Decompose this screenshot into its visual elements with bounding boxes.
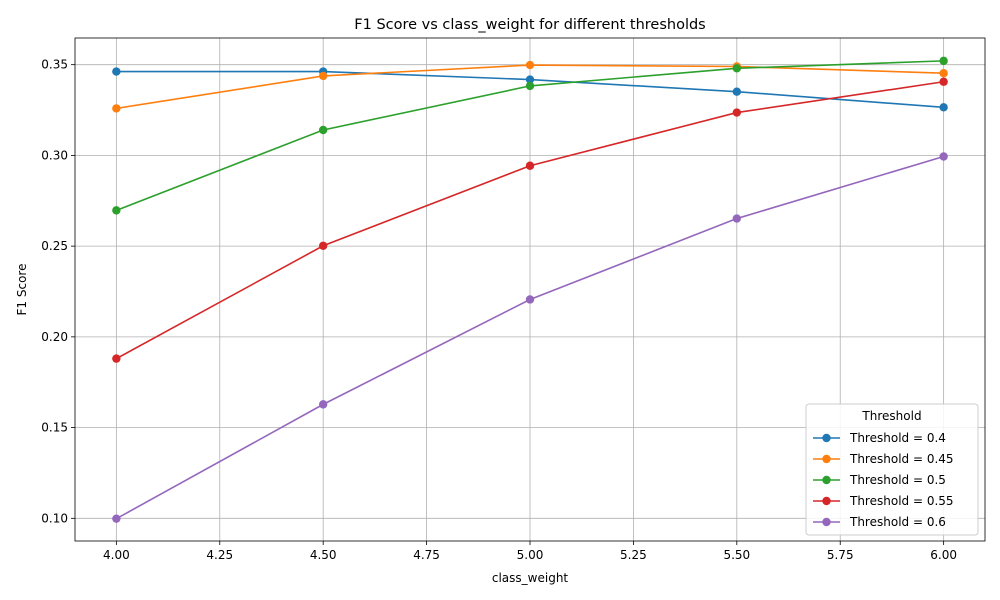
y-tick-label: 0.35 [41,58,68,72]
legend-marker [822,454,831,464]
y-tick-label: 0.10 [41,511,68,525]
x-axis-ticks: 4.00 4.25 4.50 4.75 5.00 5.25 5.50 5.75 6.00 [103,541,957,562]
legend-title: Threshold [861,409,921,423]
y-tick-label: 0.30 [41,148,68,162]
data-point [112,67,121,76]
x-tick-label: 5.75 [827,548,854,562]
data-point [112,354,121,363]
legend-label: Threshold = 0.4 [849,431,946,445]
data-point [318,241,328,250]
y-axis-label: F1 Score [15,264,29,316]
legend: Threshold Threshold = 0.4 Threshold = 0.4… [805,403,979,536]
x-tick-label: 5.25 [620,548,647,562]
series-layer [112,56,948,523]
legend-label: Threshold = 0.5 [849,473,946,487]
legend-label: Threshold = 0.55 [849,494,954,508]
x-tick-label: 5.00 [517,548,544,562]
data-point [732,87,742,96]
legend-marker [822,475,831,485]
y-tick-label: 0.25 [41,239,68,253]
data-point [525,60,535,70]
x-axis-label: class_weight [492,571,569,585]
y-axis-ticks: 0.10 0.15 0.20 0.25 0.30 0.35 [41,58,75,525]
data-point [732,64,742,73]
legend-entry: Threshold = 0.6 [813,515,946,529]
x-tick-label: 4.50 [310,548,337,562]
y-tick-label: 0.20 [41,330,68,344]
legend-marker [822,496,831,506]
data-point [112,104,121,113]
series-5 [112,152,948,523]
data-point [112,514,121,523]
x-tick-label: 4.75 [413,548,440,562]
legend-entry: Threshold = 0.45 [813,452,954,466]
x-tick-label: 4.00 [103,548,130,562]
data-point [732,108,742,117]
legend-box [805,403,979,536]
legend-label: Threshold = 0.6 [849,515,946,529]
x-tick-label: 4.25 [206,548,233,562]
data-point [939,69,948,78]
data-point [732,214,742,223]
data-point [939,77,948,86]
x-tick-label: 5.50 [723,548,750,562]
data-point [318,400,328,409]
series-3 [112,56,948,215]
data-point [112,206,121,215]
legend-entry: Threshold = 0.55 [813,494,954,508]
data-point [939,56,948,66]
legend-label: Threshold = 0.45 [849,452,954,466]
legend-marker [822,433,831,443]
data-point [525,161,535,170]
x-tick-label: 6.00 [930,548,957,562]
series-4 [112,77,948,363]
y-tick-label: 0.15 [41,421,68,435]
data-point [939,103,948,112]
data-point [525,81,535,91]
data-point [939,152,948,161]
data-point [525,75,535,84]
data-point [525,295,535,304]
chart-title: F1 Score vs class_weight for different t… [354,17,705,33]
legend-entry: Threshold = 0.5 [813,473,946,487]
data-point [318,125,328,135]
legend-entry: Threshold = 0.4 [813,431,946,445]
legend-marker [822,517,831,527]
data-point [318,71,328,81]
